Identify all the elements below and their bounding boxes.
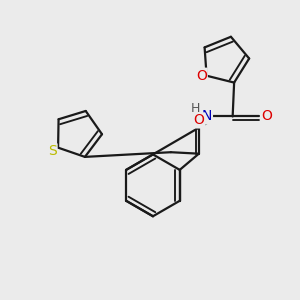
Text: H: H: [191, 102, 200, 115]
Text: O: O: [261, 110, 272, 123]
Text: S: S: [48, 144, 57, 158]
Text: N: N: [202, 110, 212, 123]
Text: O: O: [194, 113, 204, 128]
Text: O: O: [196, 69, 207, 83]
